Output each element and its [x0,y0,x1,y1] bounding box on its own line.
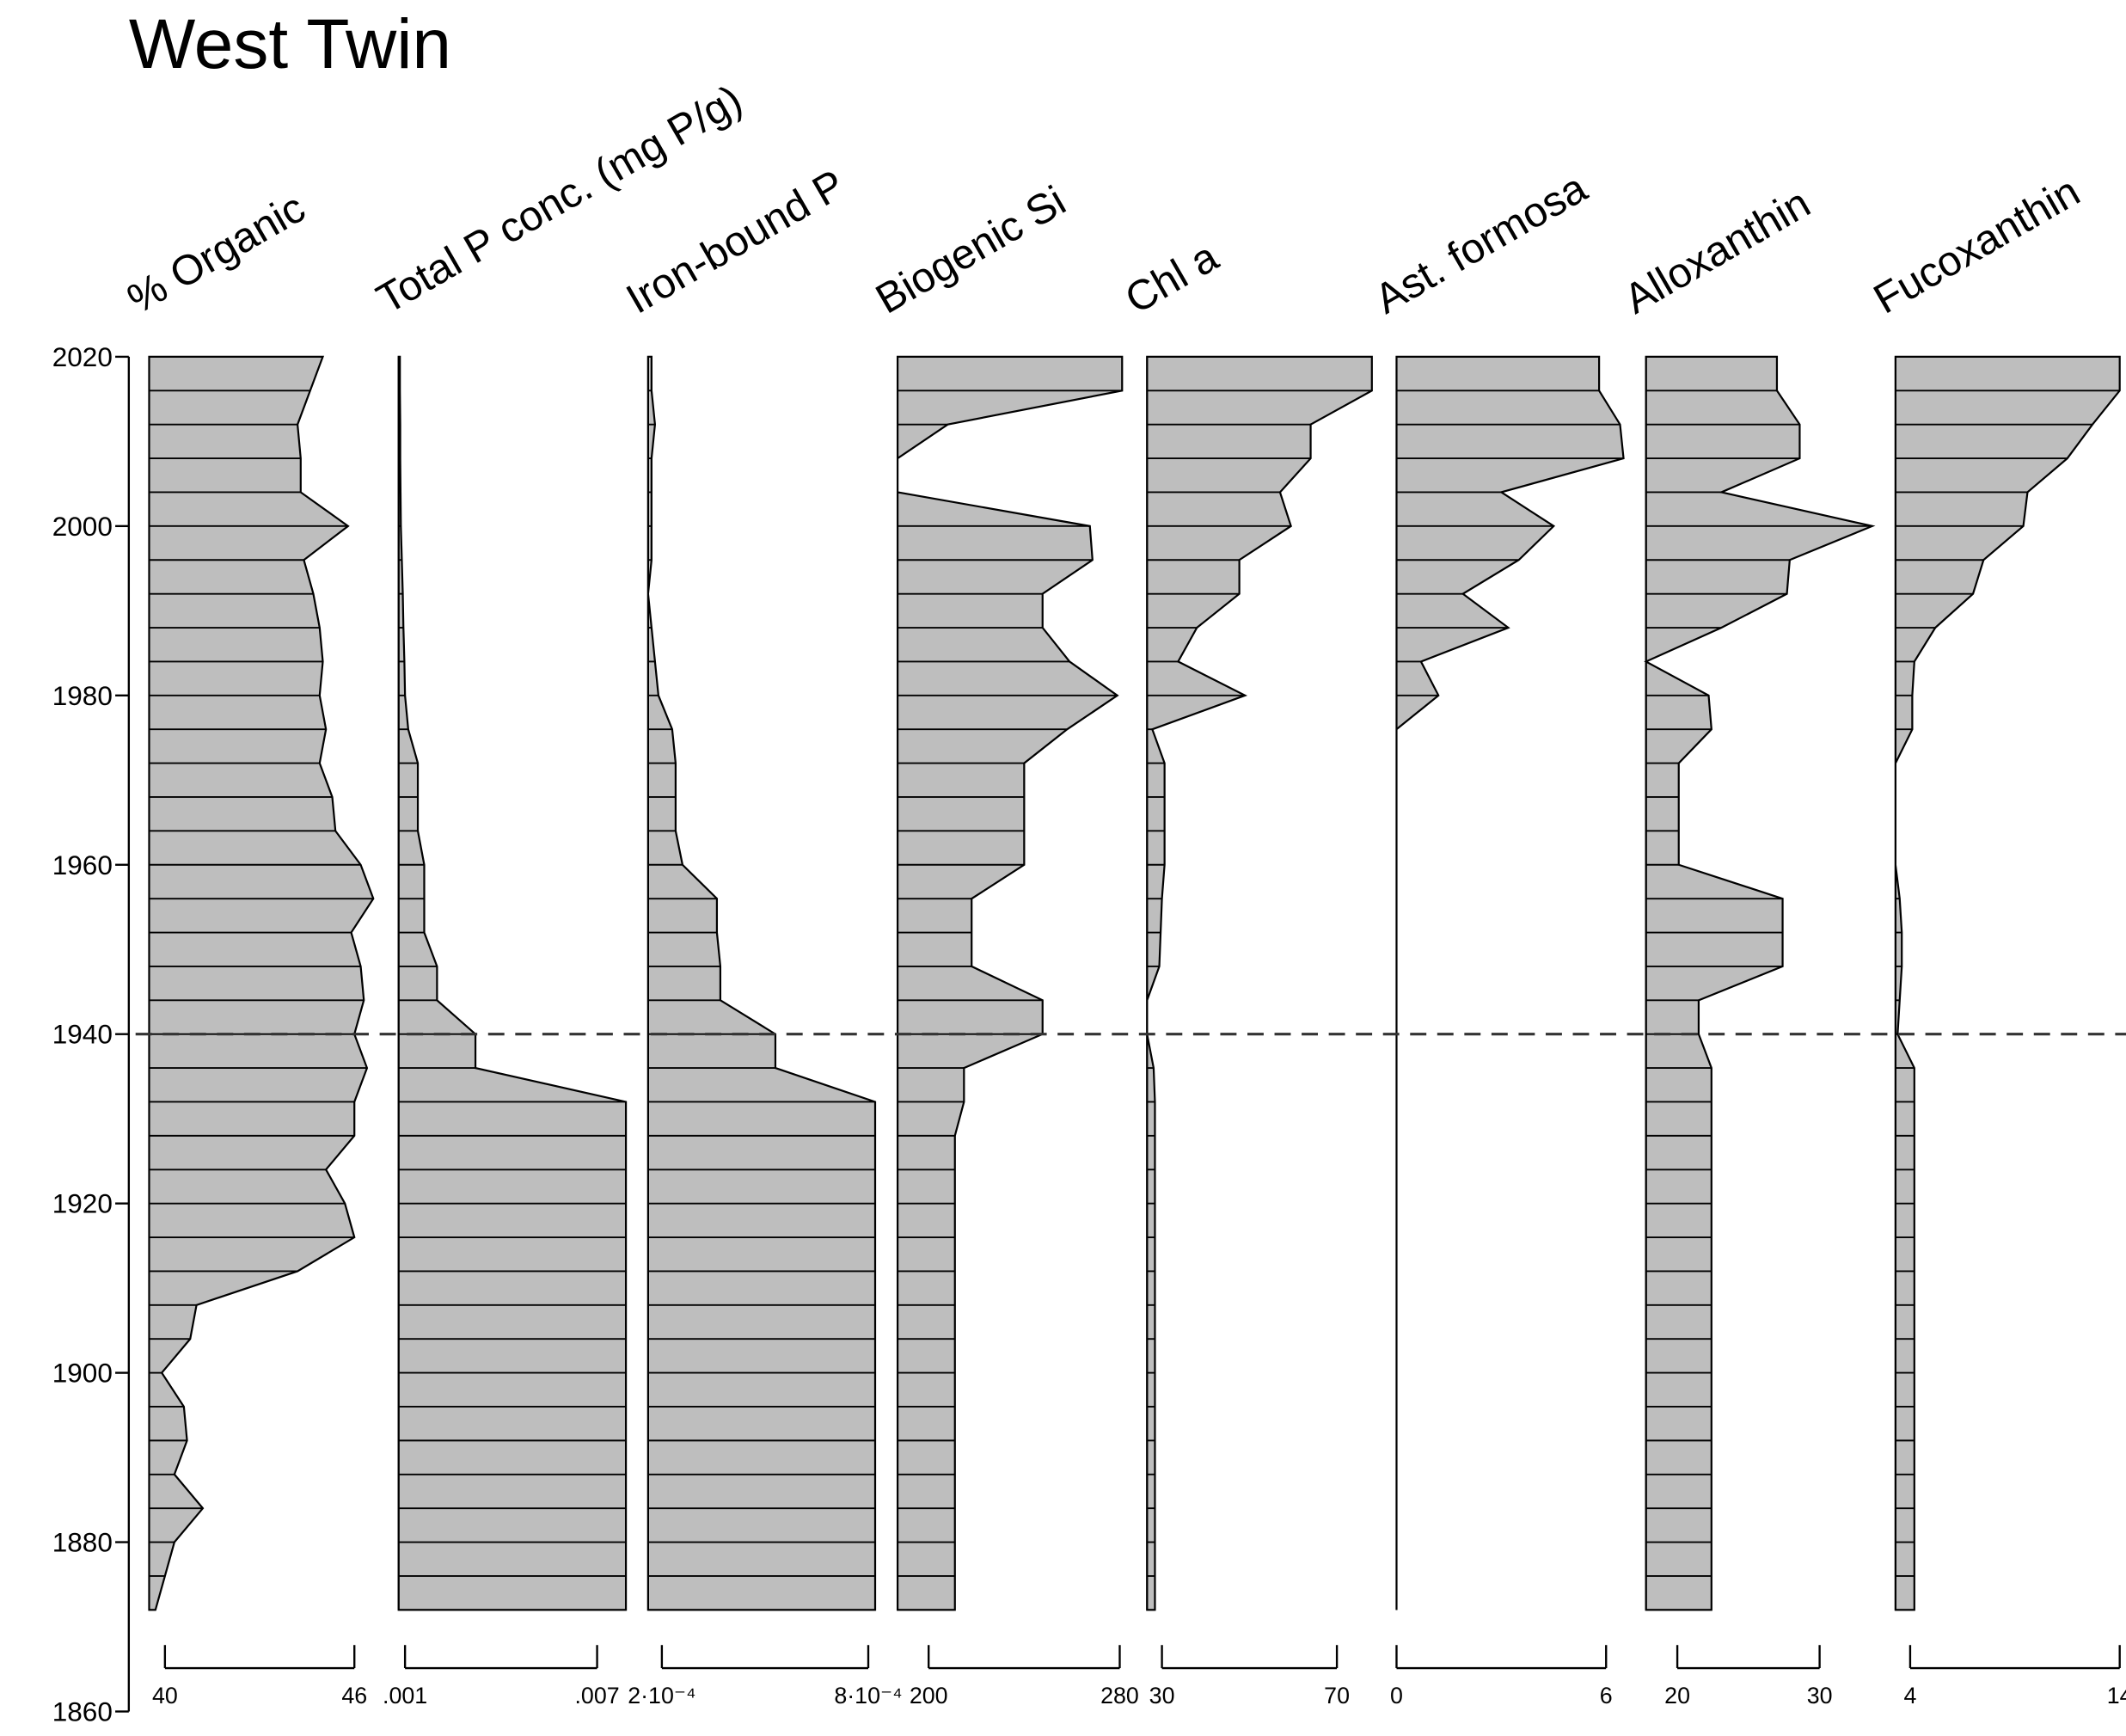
x-tick-label: 8·10⁻⁴ [834,1683,902,1708]
chart-title: West Twin [129,5,451,83]
area [148,355,375,1611]
x-tick-label: 30 [1149,1683,1175,1708]
y-tick-label: 2000 [52,511,113,542]
area [1894,355,2121,1611]
area [896,355,1124,1611]
y-tick-label: 2020 [52,341,113,372]
x-tick-label: 200 [910,1683,948,1708]
panel: 20 30 Alloxanthin [1617,180,1876,1708]
panel: 0 6 Ast. formosa [1367,164,1625,1708]
area [1146,355,1373,1611]
panel-title: Biogenic Si [868,178,1074,323]
area [397,355,628,1611]
x-tick-label: 0 [1390,1683,1403,1708]
panel-title: Iron-bound P [619,161,853,322]
x-tick-label: 2·10⁻⁴ [628,1683,695,1708]
panel: 40 46 % Organic [119,185,375,1708]
area [1395,355,1625,1610]
x-tick-label: 4 [1903,1683,1916,1708]
panel: 30 70 Chl a [1118,233,1373,1708]
x-tick-label: 20 [1664,1683,1690,1708]
panel-title: Chl a [1118,233,1227,322]
panel: 4 14 Fucoxanthin [1866,169,2126,1708]
panel: 200 280 Biogenic Si [868,178,1139,1709]
panel-title: Alloxanthin [1617,180,1818,322]
x-tick-label: 70 [1324,1683,1350,1708]
x-tick-label: 280 [1100,1683,1139,1708]
y-tick-label: 1880 [52,1527,113,1558]
y-tick-label: 1980 [52,680,113,711]
x-tick-label: 40 [152,1683,178,1708]
y-tick-label: 1960 [52,850,113,880]
y-tick-label: 1940 [52,1019,113,1050]
y-tick-label: 1920 [52,1188,113,1219]
x-tick-label: 46 [341,1683,367,1708]
x-tick-label: 30 [1807,1683,1833,1708]
y-tick-label: 1900 [52,1358,113,1389]
area [646,355,877,1611]
x-tick-label: 6 [1600,1683,1613,1708]
panel-title: % Organic [119,185,313,323]
panel: 2·10⁻⁴ 8·10⁻⁴ Iron-bound P [619,161,903,1708]
y-tick-label: 1860 [52,1696,113,1727]
x-tick-label: .007 [574,1683,619,1708]
area [1644,355,1876,1611]
x-tick-label: .001 [383,1683,427,1708]
panel-title: Ast. formosa [1367,164,1595,322]
panel-title: Fucoxanthin [1866,169,2088,323]
x-tick-label: 14 [2107,1683,2126,1708]
